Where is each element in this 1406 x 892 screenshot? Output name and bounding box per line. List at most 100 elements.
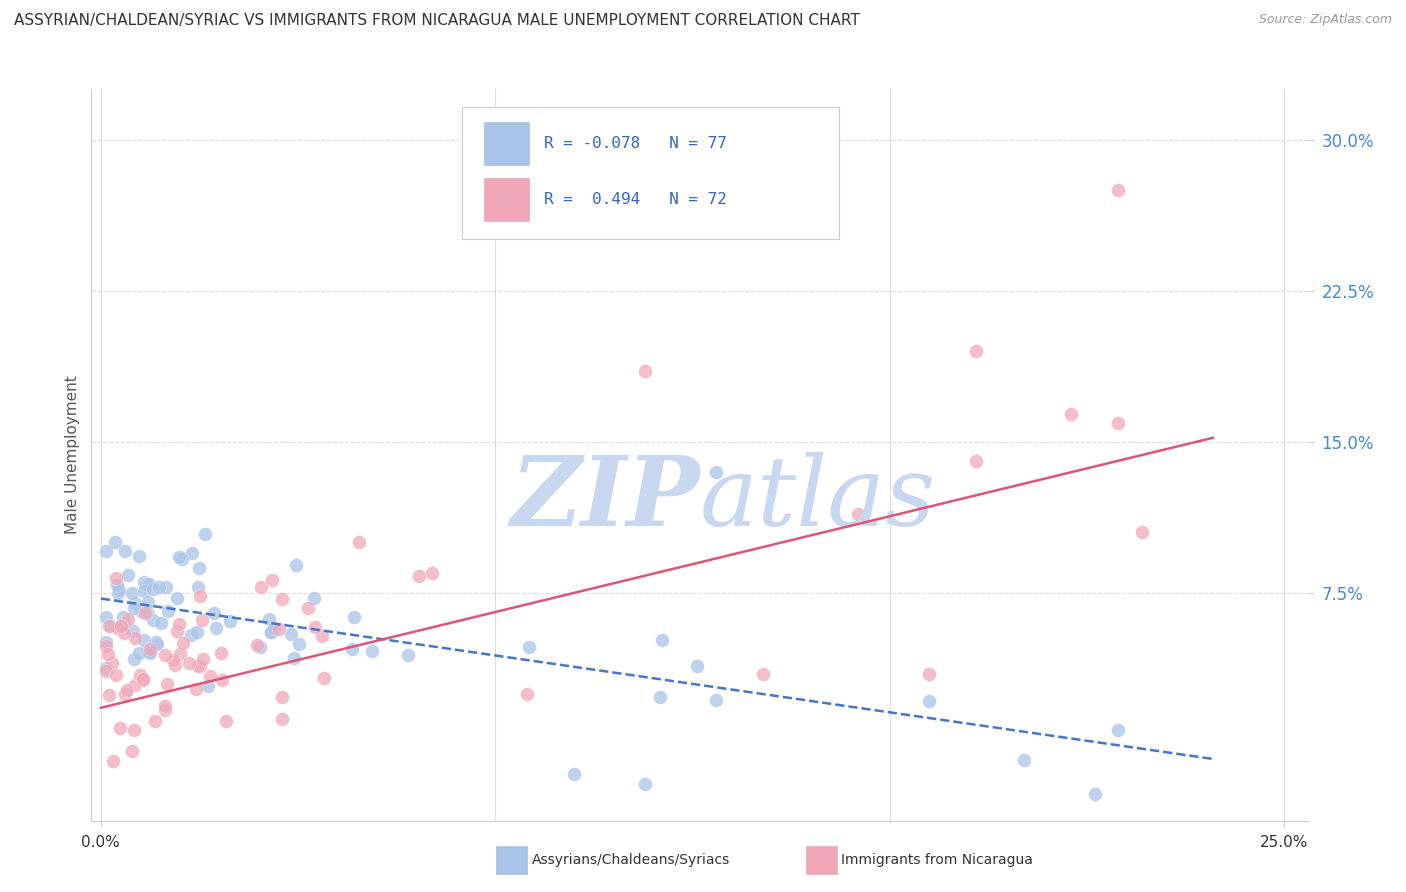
Point: [117, 612, 139, 626]
Point: [107, 586, 129, 600]
Point: [166, 624, 188, 638]
Point: [108, 583, 131, 598]
Point: [134, 583, 156, 598]
Point: [257, 612, 280, 626]
Point: [188, 659, 211, 673]
Point: [202, 606, 225, 620]
Point: [184, 681, 207, 696]
Point: [148, 580, 170, 594]
Point: [129, 667, 152, 681]
Point: [179, 656, 201, 670]
Point: [132, 574, 155, 589]
Point: [122, 600, 145, 615]
Point: [752, 666, 775, 681]
Point: [100, 618, 122, 632]
Text: Assyrians/Chaldeans/Syriacs: Assyrians/Chaldeans/Syriacs: [531, 853, 730, 867]
Point: [193, 651, 215, 665]
Text: ZIP: ZIP: [510, 452, 699, 546]
Point: [156, 604, 179, 618]
Point: [918, 694, 941, 708]
Point: [191, 613, 214, 627]
Point: [153, 698, 176, 713]
Point: [165, 657, 187, 672]
Point: [651, 632, 673, 647]
Point: [112, 609, 135, 624]
Point: [169, 648, 191, 662]
Point: [517, 640, 540, 655]
Point: [1012, 753, 1035, 767]
Point: [180, 628, 202, 642]
Point: [97, 688, 120, 702]
Point: [1084, 788, 1107, 802]
Point: [146, 637, 169, 651]
Point: [260, 624, 283, 639]
Y-axis label: Male Unemployment: Male Unemployment: [65, 376, 80, 534]
Point: [114, 544, 136, 558]
Point: [105, 578, 128, 592]
Point: [340, 642, 363, 657]
Point: [188, 561, 211, 575]
Point: [634, 777, 657, 791]
Point: [965, 454, 987, 468]
Point: [648, 690, 671, 704]
Point: [267, 622, 290, 636]
Point: [131, 673, 153, 687]
FancyBboxPatch shape: [484, 121, 529, 165]
Point: [396, 648, 419, 663]
Text: atlas: atlas: [699, 452, 935, 546]
Point: [271, 712, 294, 726]
Point: [304, 620, 326, 634]
Point: [283, 651, 305, 665]
Point: [94, 544, 117, 558]
Text: ASSYRIAN/CHALDEAN/SYRIAC VS IMMIGRANTS FROM NICARAGUA MALE UNEMPLOYMENT CORRELAT: ASSYRIAN/CHALDEAN/SYRIAC VS IMMIGRANTS F…: [14, 13, 860, 29]
Point: [205, 621, 228, 635]
Point: [139, 646, 162, 660]
Point: [209, 647, 232, 661]
Point: [108, 722, 131, 736]
Point: [1107, 183, 1129, 197]
Point: [271, 690, 294, 704]
Point: [114, 687, 136, 701]
Point: [918, 666, 941, 681]
Point: [138, 595, 160, 609]
Point: [965, 344, 987, 359]
Point: [153, 703, 176, 717]
Point: [139, 645, 162, 659]
Point: [135, 605, 157, 619]
Point: [105, 571, 128, 585]
Text: Source: ZipAtlas.com: Source: ZipAtlas.com: [1258, 13, 1392, 27]
Point: [685, 658, 707, 673]
Point: [115, 683, 138, 698]
Point: [1107, 416, 1129, 430]
Point: [162, 653, 184, 667]
Point: [250, 580, 273, 594]
Point: [142, 582, 165, 596]
Point: [124, 631, 146, 645]
Point: [211, 673, 233, 688]
Point: [155, 581, 177, 595]
Point: [97, 647, 120, 661]
Point: [138, 577, 160, 591]
Point: [288, 637, 311, 651]
Point: [169, 550, 191, 565]
Point: [117, 567, 139, 582]
Point: [347, 534, 370, 549]
Point: [135, 577, 157, 591]
Point: [122, 624, 145, 639]
Point: [112, 626, 135, 640]
Point: [128, 646, 150, 660]
Point: [150, 615, 173, 630]
Point: [194, 527, 217, 541]
Point: [297, 601, 319, 615]
Point: [408, 568, 430, 582]
Point: [122, 723, 145, 737]
Point: [172, 636, 194, 650]
Point: [311, 629, 333, 643]
Point: [153, 648, 176, 662]
Point: [215, 714, 238, 729]
Point: [139, 642, 162, 657]
Point: [94, 661, 117, 675]
Point: [101, 656, 124, 670]
Point: [704, 693, 727, 707]
Point: [128, 549, 150, 563]
